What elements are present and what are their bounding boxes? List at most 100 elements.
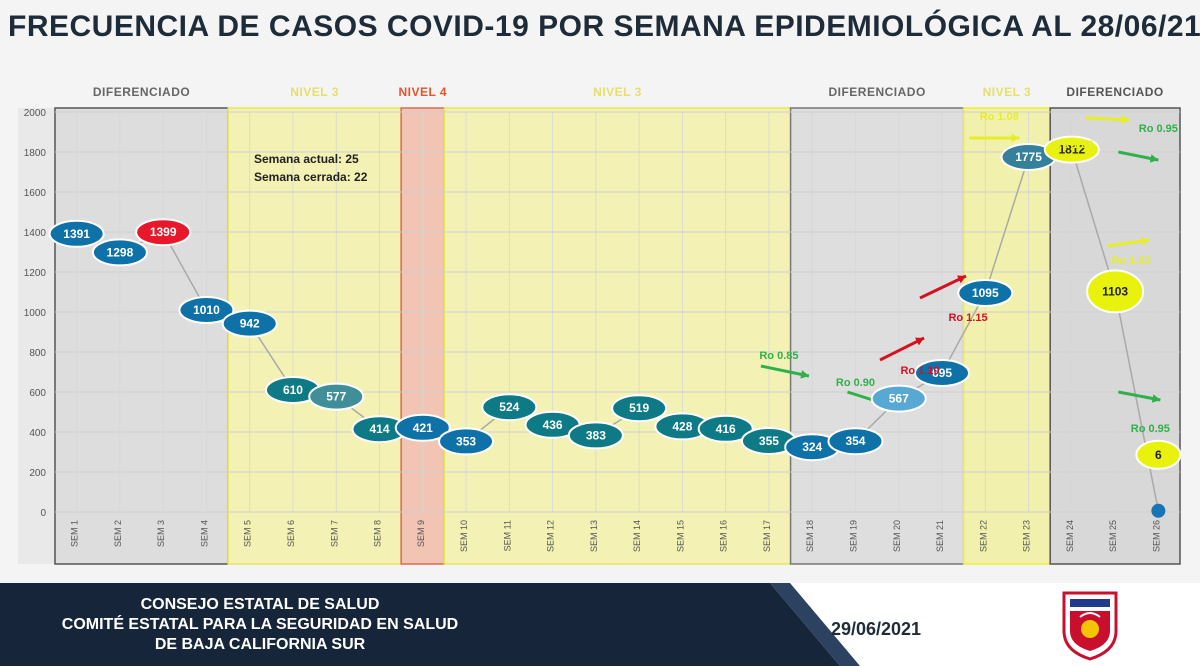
annotation-2: Semana cerrada: 22 bbox=[254, 170, 368, 184]
x-tick-8: SEM 8 bbox=[373, 520, 383, 547]
ro-arrow-1 bbox=[760, 364, 810, 378]
data-point-24 bbox=[1043, 135, 1100, 164]
data-label-2: 1298 bbox=[107, 245, 134, 259]
data-label-8: 414 bbox=[370, 422, 390, 436]
data-label-16: 416 bbox=[716, 422, 736, 436]
zone-label-5: DIFERENCIADO bbox=[828, 85, 925, 99]
x-tick-10: SEM 10 bbox=[459, 520, 469, 552]
data-point-5 bbox=[221, 309, 278, 338]
data-label-18: 324 bbox=[802, 440, 822, 454]
data-point-4 bbox=[178, 296, 235, 324]
zone-label-6: NIVEL 3 bbox=[983, 85, 1032, 99]
state-shield-logo bbox=[1062, 591, 1118, 661]
ro-arrowhead-9 bbox=[1151, 394, 1161, 403]
data-label-3: 1399 bbox=[150, 225, 177, 239]
zone-label-1: DIFERENCIADO bbox=[93, 85, 190, 99]
ro-label-5: Ro 1.08 bbox=[980, 111, 1019, 123]
x-tick-19: SEM 19 bbox=[848, 520, 858, 552]
y-tick-2000: 2000 bbox=[24, 108, 47, 119]
ro-label-8: Ro 0.95 bbox=[1139, 123, 1178, 135]
x-tick-2: SEM 2 bbox=[113, 520, 123, 547]
data-label-21: 695 bbox=[932, 366, 952, 380]
ro-arrowhead-6 bbox=[1121, 115, 1130, 124]
y-tick-1000: 1000 bbox=[24, 308, 47, 319]
ro-label-9: Ro 0.95 bbox=[1131, 423, 1170, 435]
x-tick-17: SEM 17 bbox=[762, 520, 772, 552]
data-label-5: 942 bbox=[240, 317, 260, 331]
ro-arrowhead-1 bbox=[800, 370, 809, 379]
footer-line-2: COMITÉ ESTATAL PARA LA SEGURIDAD EN SALU… bbox=[61, 616, 459, 633]
footer: CONSEJO ESTATAL DE SALUD COMITÉ ESTATAL … bbox=[0, 583, 1200, 666]
data-label-20: 567 bbox=[889, 392, 909, 406]
ro-arrowhead-4 bbox=[957, 275, 967, 284]
annotation-1: Semana actual: 25 bbox=[254, 152, 359, 166]
x-tick-11: SEM 11 bbox=[502, 520, 512, 551]
y-tick-1600: 1600 bbox=[24, 188, 47, 199]
data-label-17: 355 bbox=[759, 434, 779, 448]
data-point-20 bbox=[870, 384, 927, 413]
y-tick-1400: 1400 bbox=[24, 228, 47, 239]
x-tick-5: SEM 5 bbox=[243, 520, 253, 547]
data-point-26 bbox=[1151, 503, 1166, 518]
footer-line-1: CONSEJO ESTATAL DE SALUD bbox=[140, 596, 380, 613]
data-label-4: 1010 bbox=[193, 303, 220, 317]
ro-arrow-4 bbox=[919, 274, 967, 300]
data-label-13: 383 bbox=[586, 428, 606, 442]
x-tick-13: SEM 13 bbox=[589, 520, 599, 552]
ro-label-7: Ro 1.02 bbox=[1112, 255, 1151, 267]
x-tick-25: SEM 25 bbox=[1108, 520, 1118, 552]
data-point-14 bbox=[611, 394, 668, 423]
x-tick-24: SEM 24 bbox=[1065, 520, 1075, 552]
x-tick-9: SEM 9 bbox=[416, 520, 426, 547]
data-label-bubble-26 bbox=[1135, 439, 1182, 470]
ro-label-4: Ro 1.15 bbox=[948, 312, 987, 324]
ro-arrowhead-3 bbox=[915, 337, 925, 346]
data-label-12: 436 bbox=[543, 418, 563, 432]
x-tick-18: SEM 18 bbox=[805, 520, 815, 552]
x-tick-22: SEM 22 bbox=[978, 520, 988, 552]
data-label-11: 524 bbox=[499, 400, 519, 414]
footer-text: CONSEJO ESTATAL DE SALUD COMITÉ ESTATAL … bbox=[0, 595, 520, 655]
data-point-1 bbox=[48, 219, 105, 248]
data-label-6: 610 bbox=[283, 383, 303, 397]
ro-arrowhead-8 bbox=[1149, 154, 1159, 163]
data-label-24: 1812 bbox=[1058, 143, 1085, 157]
zone-band-5 bbox=[789, 107, 965, 565]
data-point-22 bbox=[957, 279, 1014, 307]
data-point-21 bbox=[914, 359, 971, 387]
zone-label-7: DIFERENCIADO bbox=[1066, 85, 1163, 99]
y-tick-0: 0 bbox=[40, 508, 46, 519]
data-label-26: 6 bbox=[1155, 448, 1162, 462]
ro-label-1: Ro 0.85 bbox=[759, 350, 798, 362]
footer-line-3: DE BAJA CALIFORNIA SUR bbox=[154, 636, 366, 653]
data-point-25 bbox=[1086, 269, 1145, 314]
footer-band bbox=[0, 583, 860, 666]
zone-band-4 bbox=[443, 107, 792, 565]
chart-title: FRECUENCIA DE CASOS COVID-19 POR SEMANA … bbox=[8, 10, 1200, 43]
ro-arrowhead-5 bbox=[1011, 133, 1020, 143]
x-tick-20: SEM 20 bbox=[892, 520, 902, 552]
footer-date: 29/06/2021 bbox=[830, 619, 922, 639]
data-label-25: 1103 bbox=[1102, 284, 1128, 298]
x-tick-14: SEM 14 bbox=[632, 520, 642, 552]
ro-label-6: Ro 1.05 bbox=[1054, 139, 1093, 151]
data-label-7: 577 bbox=[326, 390, 346, 404]
zone-label-2: NIVEL 3 bbox=[290, 85, 339, 99]
data-point-19 bbox=[827, 427, 884, 456]
data-point-10 bbox=[438, 427, 495, 456]
x-tick-12: SEM 12 bbox=[546, 520, 556, 552]
x-tick-6: SEM 6 bbox=[286, 520, 296, 547]
ro-arrow-3 bbox=[879, 336, 925, 362]
ro-label-2: Ro 0.90 bbox=[836, 377, 875, 389]
zone-label-3: NIVEL 4 bbox=[398, 85, 447, 99]
data-label-23: 1775 bbox=[1015, 150, 1042, 164]
data-label-1: 1391 bbox=[63, 227, 90, 241]
data-point-16 bbox=[697, 414, 754, 443]
data-point-11 bbox=[481, 393, 538, 422]
data-label-14: 519 bbox=[629, 401, 649, 415]
x-tick-26: SEM 26 bbox=[1151, 520, 1161, 552]
data-point-3 bbox=[135, 218, 192, 247]
y-tick-800: 800 bbox=[29, 348, 46, 359]
ro-label-3: Ro 1.10 bbox=[900, 365, 939, 377]
y-tick-400: 400 bbox=[29, 428, 46, 439]
